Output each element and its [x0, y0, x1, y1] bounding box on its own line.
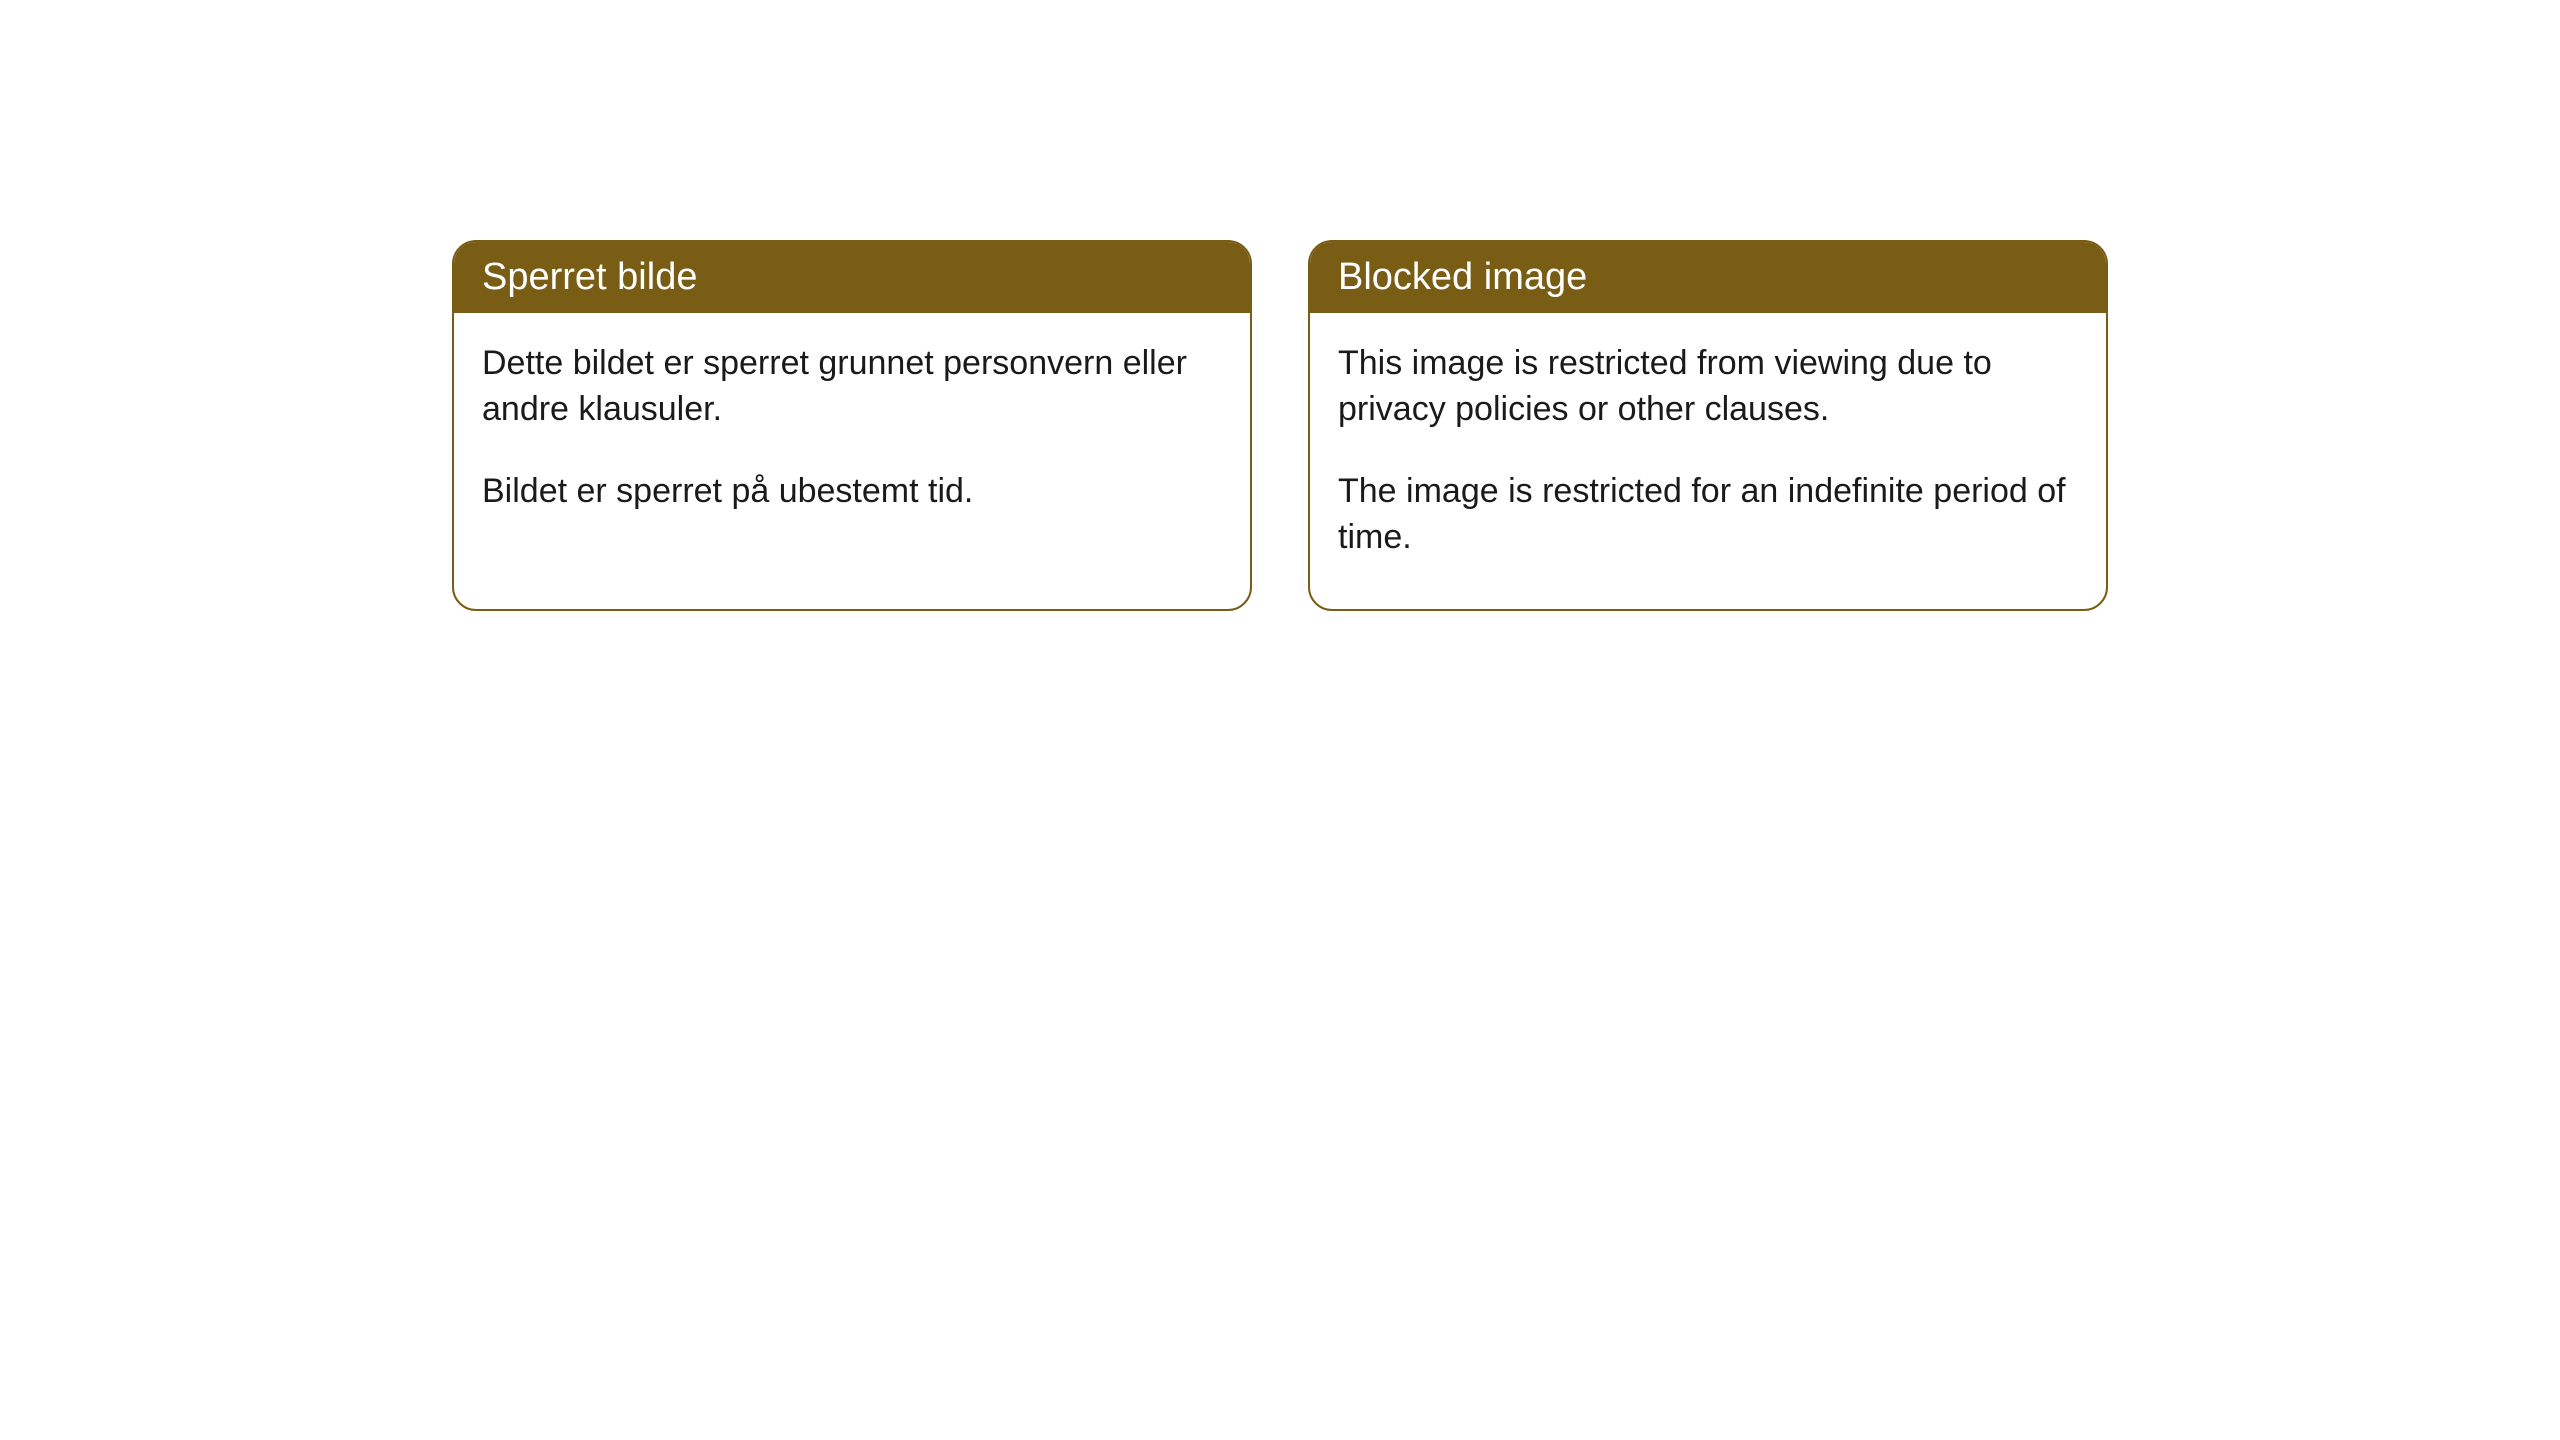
notice-card-norwegian: Sperret bilde Dette bildet er sperret gr… — [452, 240, 1252, 611]
card-paragraph: Bildet er sperret på ubestemt tid. — [482, 469, 1222, 515]
card-paragraph: Dette bildet er sperret grunnet personve… — [482, 341, 1222, 433]
card-body: Dette bildet er sperret grunnet personve… — [454, 313, 1250, 563]
card-header: Sperret bilde — [454, 242, 1250, 313]
notice-card-english: Blocked image This image is restricted f… — [1308, 240, 2108, 611]
notice-cards-container: Sperret bilde Dette bildet er sperret gr… — [450, 240, 2110, 611]
card-body: This image is restricted from viewing du… — [1310, 313, 2106, 609]
card-title: Blocked image — [1338, 256, 1587, 298]
card-header: Blocked image — [1310, 242, 2106, 313]
card-paragraph: This image is restricted from viewing du… — [1338, 341, 2078, 433]
card-title: Sperret bilde — [482, 256, 697, 298]
card-paragraph: The image is restricted for an indefinit… — [1338, 469, 2078, 561]
